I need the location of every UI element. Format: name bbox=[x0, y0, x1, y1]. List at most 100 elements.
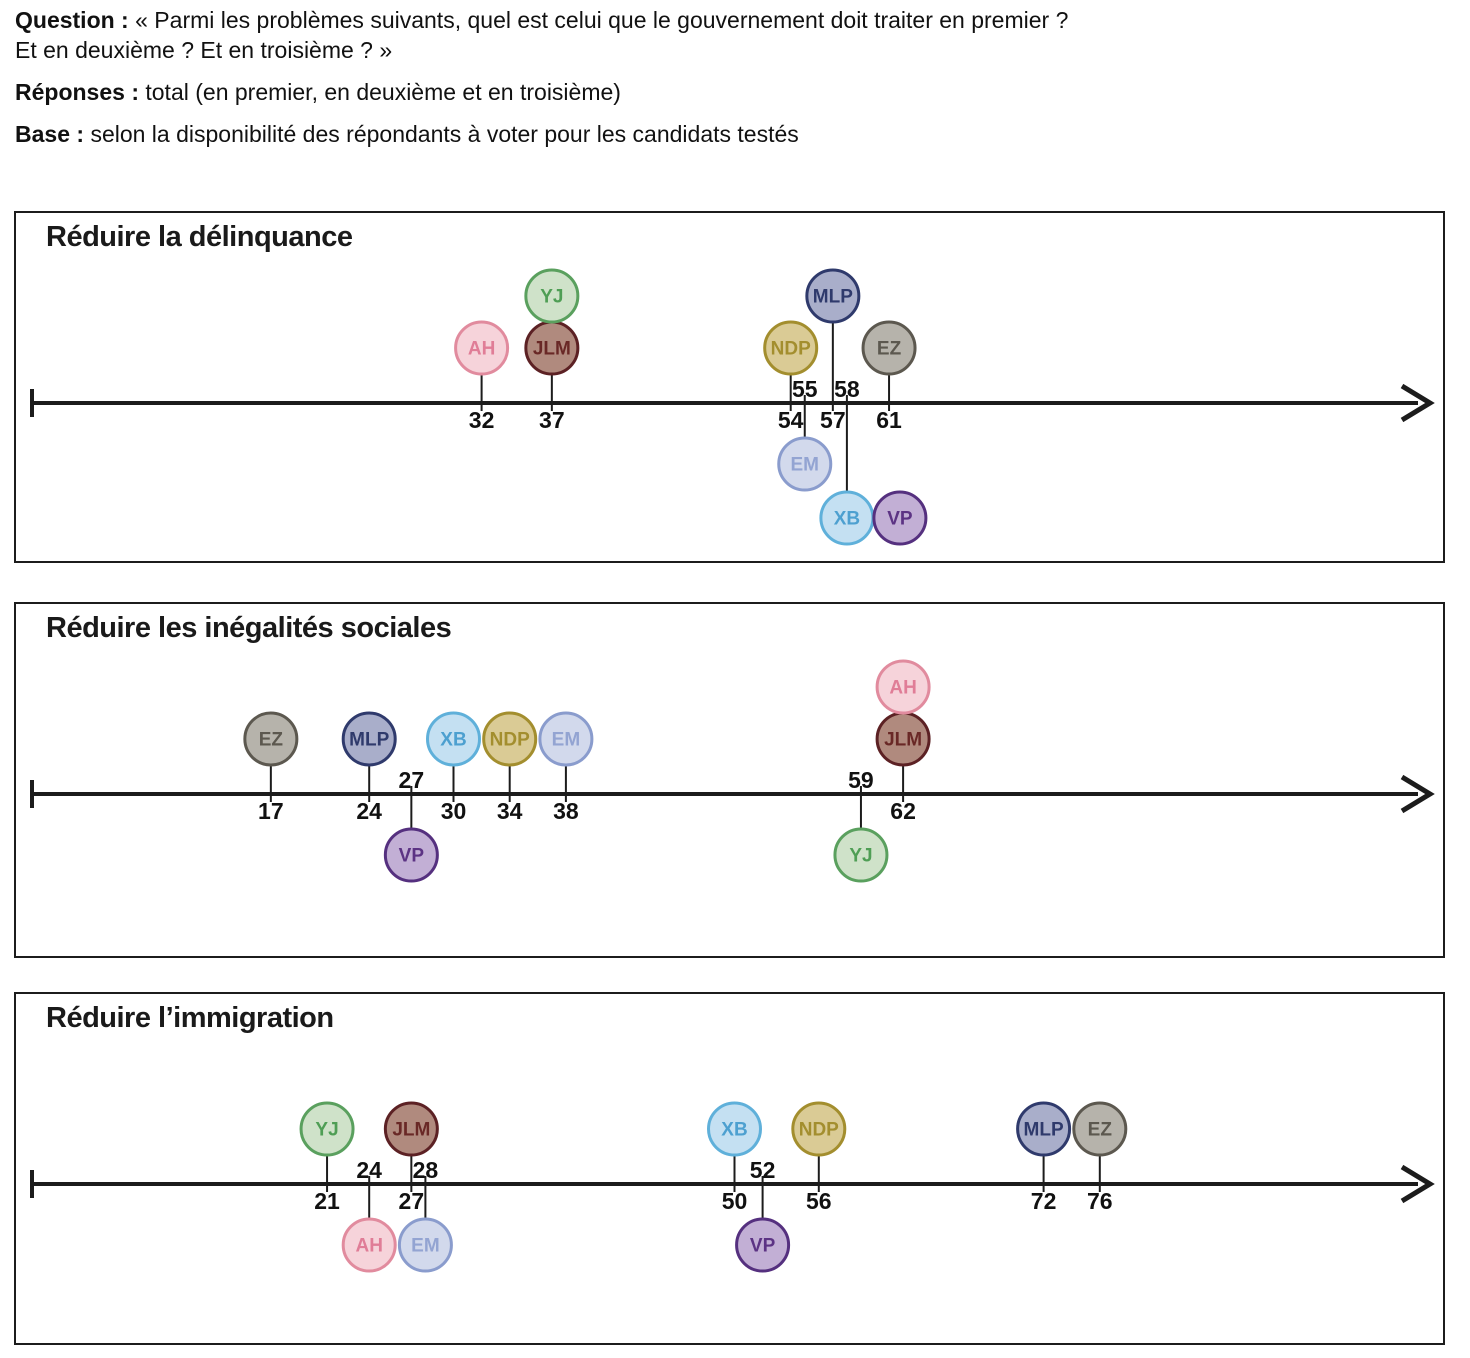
bubble-XB: XB bbox=[707, 1101, 762, 1157]
bubble-EZ: EZ bbox=[243, 711, 299, 767]
bubble-label-NDP: NDP bbox=[771, 339, 811, 360]
bubble-circle-VP bbox=[872, 490, 928, 546]
bubble-XB: XB bbox=[426, 711, 481, 767]
tick-label-AH: 24 bbox=[356, 1157, 382, 1183]
tick-label-EM: 38 bbox=[553, 798, 579, 824]
bubble-VP: VP bbox=[383, 827, 439, 883]
bubble-label-AH: AH bbox=[468, 339, 495, 360]
bubble-NDP: NDP bbox=[482, 711, 538, 767]
bubble-circle-EM bbox=[777, 436, 833, 492]
bubble-circle-AH bbox=[454, 320, 510, 376]
bubble-circle-EM bbox=[397, 1217, 453, 1273]
bubble-circle-VP bbox=[735, 1217, 791, 1273]
tick-label-NDP: 56 bbox=[806, 1188, 832, 1214]
bubble-YJ: YJ bbox=[524, 268, 580, 324]
bubble-YJ: YJ bbox=[833, 827, 889, 883]
bubble-label-EM: EM bbox=[552, 730, 581, 751]
responses-line: Réponses : total (en premier, en deuxièm… bbox=[15, 77, 1455, 107]
bubble-EZ: EZ bbox=[861, 320, 917, 376]
bubble-circle-EZ bbox=[1072, 1101, 1128, 1157]
tick-label-EM: 28 bbox=[413, 1157, 439, 1183]
bubble-circle-MLP bbox=[805, 268, 861, 324]
tick-label-XB: 58 bbox=[834, 376, 860, 402]
tick-label-JLM: 37 bbox=[539, 407, 565, 433]
question-line-1: Question : « Parmi les problèmes suivant… bbox=[15, 5, 1455, 35]
bubble-label-MLP: MLP bbox=[349, 730, 389, 751]
bubble-circle-EZ bbox=[243, 711, 299, 767]
bubble-label-MLP: MLP bbox=[813, 287, 853, 308]
bubble-JLM: JLM bbox=[383, 1101, 439, 1157]
bubble-label-YJ: YJ bbox=[540, 287, 563, 308]
bubble-circle-NDP bbox=[482, 711, 538, 767]
bubble-circle-MLP bbox=[341, 711, 397, 767]
bubble-JLM: JLM bbox=[524, 320, 580, 376]
bubble-MLP: MLP bbox=[341, 711, 397, 767]
tick-label-JLM: 27 bbox=[399, 1188, 425, 1214]
axis-arrow-icon bbox=[1400, 1164, 1435, 1204]
tick-label-EZ: 61 bbox=[876, 407, 902, 433]
bubble-circle-JLM bbox=[383, 1101, 439, 1157]
panel-title: Réduire l’immigration bbox=[46, 1002, 334, 1034]
bubble-label-XB: XB bbox=[834, 509, 860, 530]
bubble-label-XB: XB bbox=[721, 1120, 747, 1141]
tick-label-MLP: 57 bbox=[820, 407, 846, 433]
bubble-label-NDP: NDP bbox=[490, 730, 530, 751]
tick-label-JLM: 62 bbox=[890, 798, 916, 824]
bubble-VP: VP bbox=[872, 490, 928, 546]
bubble-AH: AH bbox=[341, 1217, 397, 1273]
bubble-label-NDP: NDP bbox=[799, 1120, 839, 1141]
base-line: Base : selon la disponibilité des répond… bbox=[15, 119, 1455, 149]
bubble-EM: EM bbox=[397, 1217, 453, 1273]
bubble-EM: EM bbox=[777, 436, 833, 492]
bubble-label-JLM: JLM bbox=[533, 339, 571, 360]
bubble-AH: AH bbox=[875, 659, 931, 715]
bubble-label-EM: EM bbox=[411, 1236, 440, 1257]
panel-reduire-immigration: 21 24 27 28 50 52 56 72 76 YJ AH JLM EM XB VP NDP MLP EZ … bbox=[14, 992, 1445, 1345]
bubble-VP: VP bbox=[735, 1217, 791, 1273]
tick-label-MLP: 72 bbox=[1031, 1188, 1057, 1214]
bubble-label-AH: AH bbox=[889, 678, 916, 699]
tick-label-EZ: 76 bbox=[1087, 1188, 1113, 1214]
question-line-2: Et en deuxième ? Et en troisième ? » bbox=[15, 37, 393, 63]
bubble-EZ: EZ bbox=[1072, 1101, 1128, 1157]
bubble-AH: AH bbox=[454, 320, 510, 376]
tick-label-YJ: 59 bbox=[848, 767, 874, 793]
bubble-circle-AH bbox=[341, 1217, 397, 1273]
bubble-label-EZ: EZ bbox=[877, 339, 902, 360]
bubble-circle-YJ bbox=[299, 1101, 355, 1157]
axis-arrow-icon bbox=[1400, 383, 1435, 423]
bubble-label-JLM: JLM bbox=[392, 1120, 430, 1141]
question-label: Question : bbox=[15, 7, 129, 33]
bubble-label-JLM: JLM bbox=[884, 730, 922, 751]
number-line-chart-inegalites: 17 24 27 30 34 38 59 62 EZ MLP VP XB NDP EM YJ JLM AH bbox=[30, 659, 1435, 883]
bubble-label-VP: VP bbox=[887, 509, 913, 530]
bubble-label-VP: VP bbox=[399, 846, 425, 867]
responses-label: Réponses : bbox=[15, 79, 139, 105]
bubble-EM: EM bbox=[538, 711, 594, 767]
bubble-label-MLP: MLP bbox=[1024, 1120, 1064, 1141]
bubble-circle-YJ bbox=[524, 268, 580, 324]
tick-label-MLP: 24 bbox=[356, 798, 382, 824]
responses-text: total (en premier, en deuxième et en tro… bbox=[145, 79, 621, 105]
bubble-circle-NDP bbox=[763, 320, 819, 376]
bubble-XB: XB bbox=[819, 490, 875, 546]
tick-label-VP: 52 bbox=[750, 1157, 776, 1183]
bubble-label-EZ: EZ bbox=[1088, 1120, 1113, 1141]
base-label: Base : bbox=[15, 121, 85, 147]
bubble-NDP: NDP bbox=[763, 320, 819, 376]
bubble-circle-YJ bbox=[833, 827, 889, 883]
bubble-circle-VP bbox=[383, 827, 439, 883]
tick-label-NDP: 34 bbox=[497, 798, 523, 824]
tick-label-VP: 27 bbox=[399, 767, 425, 793]
bubble-circle-XB bbox=[426, 711, 481, 767]
bubble-circle-MLP bbox=[1016, 1101, 1072, 1157]
bubble-circle-NDP bbox=[791, 1101, 847, 1157]
bubble-label-XB: XB bbox=[440, 730, 466, 751]
tick-label-AH: 32 bbox=[469, 407, 495, 433]
tick-label-EM: 55 bbox=[792, 376, 818, 402]
tick-label-EZ: 17 bbox=[258, 798, 284, 824]
bubble-label-VP: VP bbox=[750, 1236, 776, 1257]
panel-title: Réduire les inégalités sociales bbox=[46, 612, 452, 644]
bubble-MLP: MLP bbox=[805, 268, 861, 324]
